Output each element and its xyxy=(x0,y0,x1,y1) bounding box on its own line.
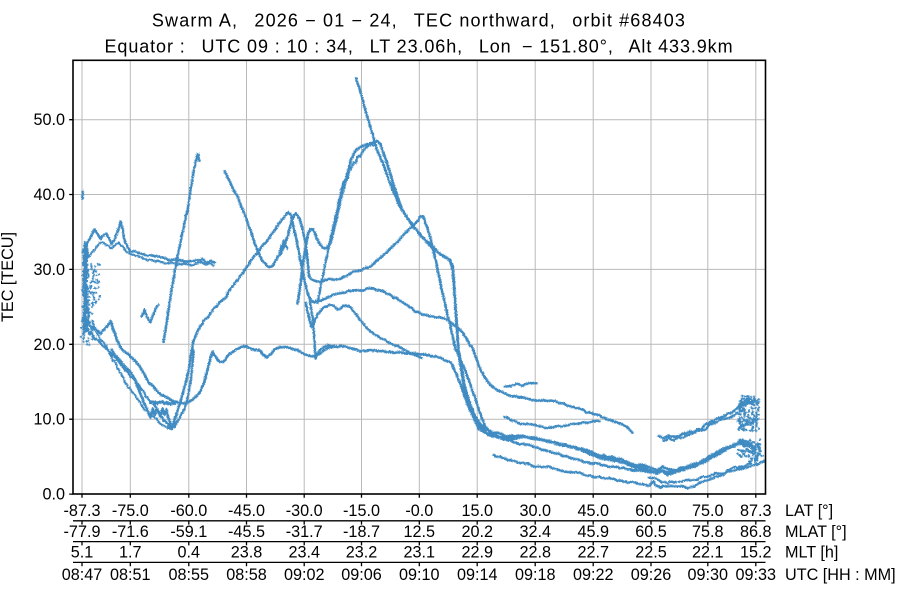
svg-text:40.0: 40.0 xyxy=(33,186,65,204)
svg-text:09:22: 09:22 xyxy=(573,566,614,584)
svg-text:09:14: 09:14 xyxy=(457,566,498,584)
svg-text:22.5: 22.5 xyxy=(635,543,667,561)
svg-text:08:55: 08:55 xyxy=(169,566,210,584)
svg-text:MLT [h]: MLT [h] xyxy=(785,543,838,561)
svg-text:08:47: 08:47 xyxy=(62,566,103,584)
svg-text:UTC [HH : MM]: UTC [HH : MM] xyxy=(785,566,896,584)
svg-text:Equator : UTC 09 : 10 : 34,: Equator : UTC 09 : 10 : 34, LT 23.06h, L… xyxy=(105,37,734,57)
svg-text:08:58: 08:58 xyxy=(226,566,267,584)
svg-text:-31.7: -31.7 xyxy=(286,523,323,541)
svg-text:-87.3: -87.3 xyxy=(64,502,101,520)
svg-text:30.0: 30.0 xyxy=(519,502,551,520)
svg-text:-45.0: -45.0 xyxy=(228,502,265,520)
svg-text:-18.7: -18.7 xyxy=(343,523,380,541)
svg-text:10.0: 10.0 xyxy=(33,411,65,429)
svg-text:TEC [TECU]: TEC [TECU] xyxy=(0,232,17,322)
svg-text:23.4: 23.4 xyxy=(288,543,320,561)
svg-text:09:26: 09:26 xyxy=(631,566,672,584)
svg-text:-71.6: -71.6 xyxy=(112,523,149,541)
svg-text:09:18: 09:18 xyxy=(515,566,556,584)
svg-text:15.0: 15.0 xyxy=(461,502,493,520)
svg-text:09:30: 09:30 xyxy=(688,566,729,584)
svg-text:-45.5: -45.5 xyxy=(228,523,265,541)
svg-text:60.0: 60.0 xyxy=(635,502,667,520)
svg-text:-77.9: -77.9 xyxy=(64,523,101,541)
svg-text:86.8: 86.8 xyxy=(740,523,772,541)
svg-text:-30.0: -30.0 xyxy=(286,502,323,520)
svg-text:1.7: 1.7 xyxy=(119,543,142,561)
svg-text:22.1: 22.1 xyxy=(692,543,724,561)
svg-text:23.2: 23.2 xyxy=(346,543,378,561)
svg-text:LAT [°]: LAT [°] xyxy=(785,502,833,520)
svg-text:20.2: 20.2 xyxy=(461,523,493,541)
svg-text:-0.0: -0.0 xyxy=(405,502,433,520)
svg-text:75.0: 75.0 xyxy=(692,502,724,520)
svg-text:09:02: 09:02 xyxy=(284,566,325,584)
svg-text:09:06: 09:06 xyxy=(341,566,382,584)
svg-text:20.0: 20.0 xyxy=(33,336,65,354)
svg-text:22.8: 22.8 xyxy=(519,543,551,561)
svg-text:MLAT [°]: MLAT [°] xyxy=(785,523,847,541)
svg-text:22.9: 22.9 xyxy=(461,543,493,561)
svg-text:60.5: 60.5 xyxy=(635,523,667,541)
svg-text:23.8: 23.8 xyxy=(231,543,263,561)
svg-text:0.0: 0.0 xyxy=(42,486,65,504)
svg-text:5.1: 5.1 xyxy=(71,543,94,561)
svg-text:0.4: 0.4 xyxy=(178,543,201,561)
svg-text:12.5: 12.5 xyxy=(404,523,436,541)
svg-text:-75.0: -75.0 xyxy=(112,502,149,520)
svg-text:09:10: 09:10 xyxy=(399,566,440,584)
svg-text:45.0: 45.0 xyxy=(577,502,609,520)
svg-text:75.8: 75.8 xyxy=(692,523,724,541)
svg-text:23.1: 23.1 xyxy=(404,543,436,561)
svg-text:22.7: 22.7 xyxy=(577,543,609,561)
svg-text:08:51: 08:51 xyxy=(110,566,151,584)
svg-text:87.3: 87.3 xyxy=(740,502,772,520)
svg-text:09:33: 09:33 xyxy=(736,566,777,584)
svg-text:50.0: 50.0 xyxy=(33,111,65,129)
svg-text:32.4: 32.4 xyxy=(519,523,551,541)
svg-text:-15.0: -15.0 xyxy=(343,502,380,520)
svg-text:Swarm A, 2026 − 01 − 24, TEC: Swarm A, 2026 − 01 − 24, TEC northward, … xyxy=(152,11,686,31)
svg-text:-59.1: -59.1 xyxy=(170,523,207,541)
svg-text:15.2: 15.2 xyxy=(740,543,772,561)
svg-text:-60.0: -60.0 xyxy=(170,502,207,520)
svg-text:45.9: 45.9 xyxy=(577,523,609,541)
svg-text:30.0: 30.0 xyxy=(33,261,65,279)
